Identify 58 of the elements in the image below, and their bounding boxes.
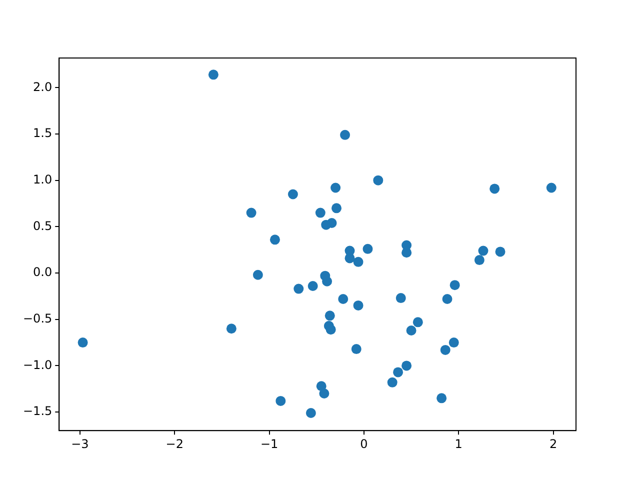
point bbox=[448, 338, 459, 348]
point bbox=[322, 276, 332, 286]
point bbox=[373, 175, 384, 186]
point bbox=[330, 182, 341, 193]
y-tick-label: 2.0 bbox=[33, 80, 52, 94]
point bbox=[308, 281, 318, 292]
x-tick-label: 2 bbox=[549, 436, 558, 451]
point bbox=[436, 393, 447, 404]
point bbox=[490, 184, 500, 194]
y-tick-label: 0.0 bbox=[33, 265, 52, 280]
point bbox=[276, 396, 286, 406]
point bbox=[495, 246, 506, 257]
point bbox=[474, 255, 484, 266]
point bbox=[246, 208, 256, 218]
x-tick-label: −2 bbox=[166, 436, 184, 451]
point bbox=[340, 130, 350, 140]
point bbox=[270, 234, 280, 245]
x-tick-label: −1 bbox=[260, 436, 278, 451]
point bbox=[321, 220, 332, 230]
point bbox=[402, 248, 412, 258]
point bbox=[208, 70, 218, 80]
y-tick-label: 1.5 bbox=[33, 126, 52, 140]
point bbox=[344, 253, 355, 264]
y-tick-label: −1.5 bbox=[23, 404, 52, 418]
point bbox=[478, 246, 488, 256]
point bbox=[387, 377, 398, 388]
point bbox=[226, 324, 236, 334]
point bbox=[338, 294, 348, 304]
x-tick-label: 0 bbox=[360, 436, 368, 451]
point bbox=[442, 294, 452, 304]
point bbox=[78, 338, 88, 348]
point bbox=[440, 344, 450, 355]
point bbox=[294, 284, 304, 294]
point bbox=[324, 310, 335, 321]
y-tick-label: 0.5 bbox=[33, 218, 52, 233]
point bbox=[402, 360, 412, 371]
point bbox=[546, 182, 556, 193]
point bbox=[406, 326, 416, 336]
x-tick-label: 1 bbox=[454, 436, 462, 451]
y-tick-label: −0.5 bbox=[23, 312, 52, 326]
point bbox=[252, 270, 263, 280]
point bbox=[351, 344, 362, 354]
point bbox=[396, 293, 406, 304]
point bbox=[412, 317, 423, 328]
point bbox=[353, 300, 364, 310]
point bbox=[353, 256, 364, 267]
x-tick-label: −3 bbox=[71, 436, 89, 451]
y-tick-label: −1.0 bbox=[23, 358, 52, 372]
point bbox=[450, 280, 460, 290]
point bbox=[393, 367, 404, 378]
point bbox=[315, 208, 326, 218]
point bbox=[288, 189, 298, 200]
point bbox=[326, 324, 336, 335]
point bbox=[332, 203, 342, 214]
y-tick-label: 1.0 bbox=[33, 172, 52, 186]
point bbox=[306, 408, 316, 418]
point bbox=[362, 244, 373, 254]
point bbox=[319, 388, 330, 399]
